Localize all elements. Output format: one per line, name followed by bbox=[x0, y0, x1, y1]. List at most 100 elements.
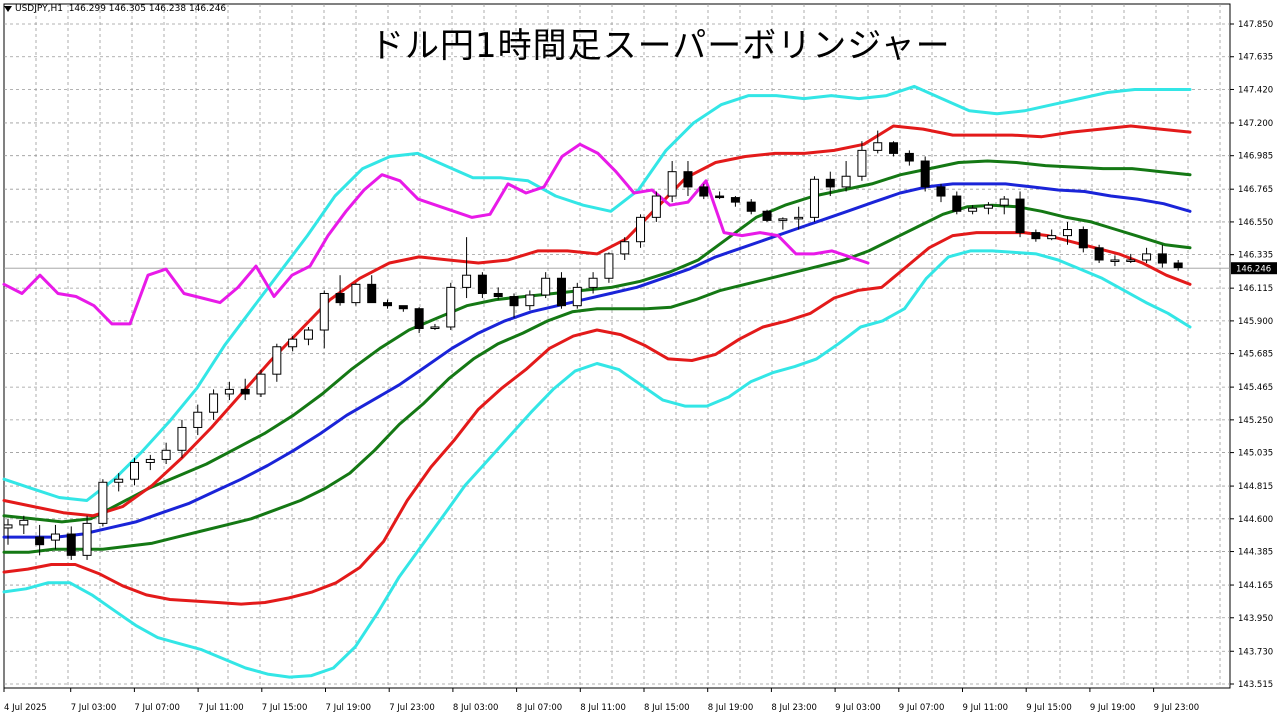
candle-body bbox=[145, 458, 155, 463]
candle-body bbox=[414, 308, 424, 329]
candlestick bbox=[193, 404, 203, 436]
candle-body bbox=[588, 277, 598, 288]
candle-body bbox=[1126, 259, 1136, 262]
candlestick bbox=[825, 171, 835, 197]
candlestick bbox=[209, 389, 219, 420]
dropdown-triangle-icon[interactable] bbox=[4, 5, 12, 12]
candlestick bbox=[968, 205, 978, 215]
candlestick bbox=[398, 305, 408, 312]
candlestick bbox=[794, 206, 804, 230]
candle-body bbox=[983, 204, 993, 209]
candle-body bbox=[699, 186, 709, 197]
candle-body bbox=[509, 296, 519, 307]
x-tick-label: 8 Jul 03:00 bbox=[453, 703, 499, 713]
candle-body bbox=[683, 171, 693, 188]
candlestick bbox=[541, 272, 551, 299]
candle-body bbox=[746, 201, 756, 212]
grid bbox=[4, 4, 1230, 688]
candle-body bbox=[1173, 262, 1183, 269]
y-tick-label: 147.635 bbox=[1238, 53, 1273, 63]
candlestick bbox=[367, 275, 377, 304]
candlestick bbox=[335, 275, 345, 306]
candle-body bbox=[303, 329, 313, 340]
candle-body bbox=[35, 536, 45, 546]
candle-body bbox=[1142, 253, 1152, 261]
x-tick-label: 9 Jul 11:00 bbox=[963, 703, 1009, 713]
band-line-4 bbox=[2, 159, 1192, 524]
candlestick bbox=[651, 191, 661, 222]
x-tick-label: 7 Jul 03:00 bbox=[71, 703, 117, 713]
candle-body bbox=[525, 294, 535, 307]
candlestick bbox=[319, 290, 329, 349]
candlestick bbox=[351, 282, 361, 306]
candlestick bbox=[19, 515, 29, 535]
candle-body bbox=[920, 160, 930, 188]
candle-body bbox=[1047, 235, 1057, 240]
candle-body bbox=[98, 481, 108, 524]
chart-header: USDJPY,H1 146.299 146.305 146.238 146.24… bbox=[4, 4, 226, 14]
candlestick bbox=[556, 272, 566, 309]
candle-body bbox=[572, 286, 582, 307]
candle-body bbox=[762, 210, 772, 221]
candle-body bbox=[462, 274, 472, 288]
candlestick bbox=[145, 454, 155, 471]
candlestick bbox=[746, 199, 756, 215]
candle-body bbox=[873, 142, 883, 151]
candlestick bbox=[224, 381, 234, 401]
candlestick bbox=[430, 323, 440, 331]
candlestick bbox=[920, 156, 930, 192]
y-axis: 147.850 147.635 147.420 147.200 146.985 146.7… bbox=[1230, 20, 1277, 690]
y-tick-label: 143.515 bbox=[1238, 680, 1273, 690]
y-tick-label: 147.850 bbox=[1238, 20, 1273, 30]
y-tick-label: 145.035 bbox=[1238, 449, 1273, 459]
candlestick bbox=[1015, 191, 1025, 238]
candlestick bbox=[588, 272, 598, 294]
y-tick-label: 146.765 bbox=[1238, 185, 1273, 195]
candle-body bbox=[493, 292, 503, 298]
candlestick bbox=[66, 526, 76, 560]
candlestick bbox=[762, 209, 772, 222]
candle-body bbox=[477, 274, 487, 294]
x-tick-label: 4 Jul 2025 bbox=[4, 703, 47, 713]
candlestick bbox=[383, 299, 393, 309]
candle-body bbox=[335, 292, 345, 304]
candle-body bbox=[857, 149, 867, 177]
band-line-6 bbox=[2, 84, 1192, 502]
candlestick bbox=[1110, 255, 1120, 267]
candle-body bbox=[968, 207, 978, 212]
y-tick-label: 146.335 bbox=[1238, 251, 1273, 261]
x-tick-label: 9 Jul 07:00 bbox=[899, 703, 945, 713]
band-line-5 bbox=[2, 124, 1192, 518]
candle-body bbox=[319, 292, 329, 331]
candlestick bbox=[604, 252, 614, 283]
plot-frame bbox=[3, 3, 1231, 689]
band-line-1 bbox=[2, 231, 1192, 606]
candlestick bbox=[936, 183, 946, 203]
candlestick bbox=[288, 336, 298, 352]
x-tick-label: 7 Jul 07:00 bbox=[134, 703, 180, 713]
candlestick bbox=[983, 202, 993, 215]
x-tick-label: 9 Jul 23:00 bbox=[1154, 703, 1200, 713]
y-tick-label: 146.550 bbox=[1238, 218, 1273, 228]
candlestick bbox=[240, 378, 250, 401]
x-tick-label: 9 Jul 19:00 bbox=[1090, 703, 1136, 713]
candle-body bbox=[1157, 253, 1167, 264]
candlestick bbox=[952, 191, 962, 215]
candle-body bbox=[272, 346, 282, 375]
candle-body bbox=[541, 277, 551, 296]
x-tick-label: 7 Jul 23:00 bbox=[389, 703, 435, 713]
y-tick-label: 144.385 bbox=[1238, 548, 1273, 558]
x-tick-label: 9 Jul 15:00 bbox=[1026, 703, 1072, 713]
candlestick bbox=[1142, 247, 1152, 264]
chart-title: ドル円1時間足スーパーボリンジャー bbox=[370, 26, 951, 66]
candle-body bbox=[193, 411, 203, 428]
candle-body bbox=[651, 195, 661, 218]
y-tick-label: 147.200 bbox=[1238, 119, 1273, 129]
candlestick bbox=[446, 282, 456, 331]
candle-body bbox=[1031, 232, 1041, 240]
candlestick bbox=[256, 369, 266, 398]
x-tick-label: 8 Jul 07:00 bbox=[517, 703, 563, 713]
candlestick bbox=[841, 161, 851, 192]
y-tick-label: 145.685 bbox=[1238, 350, 1273, 360]
